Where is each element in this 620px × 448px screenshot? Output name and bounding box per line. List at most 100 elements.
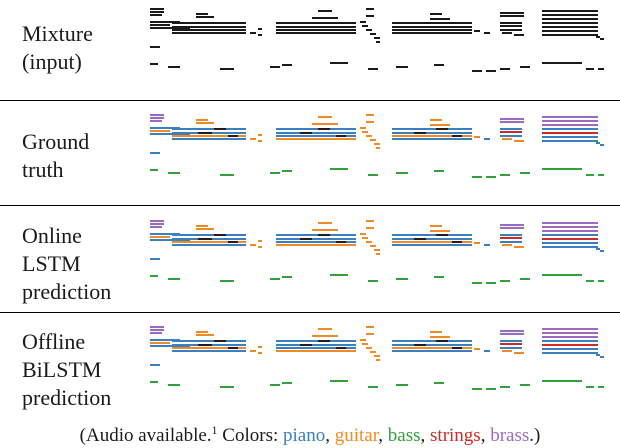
note-segment — [362, 25, 368, 27]
note-segment — [542, 140, 598, 142]
note-segment — [366, 220, 374, 222]
note-segment — [514, 352, 524, 354]
note-segment — [258, 140, 262, 142]
note-segment — [300, 26, 312, 28]
row-label-line: truth — [22, 157, 64, 182]
note-segment — [318, 22, 330, 24]
note-segment — [500, 234, 522, 236]
note-segment — [500, 330, 524, 332]
note-segment — [500, 121, 524, 123]
note-segment — [196, 119, 208, 121]
note-segment — [500, 347, 522, 349]
note-segment — [282, 64, 292, 66]
caption-instrument-bass: bass — [387, 425, 421, 446]
note-segment — [258, 134, 262, 136]
note-segment — [376, 253, 380, 255]
row-label-line: prediction — [22, 385, 112, 410]
note-segment — [270, 384, 280, 386]
note-segment — [600, 356, 604, 358]
note-segment — [370, 139, 376, 141]
note-segment — [374, 143, 380, 145]
note-segment — [414, 344, 426, 346]
note-segment — [600, 144, 604, 146]
note-segment — [360, 127, 366, 129]
note-segment — [452, 29, 462, 31]
note-segment — [542, 124, 598, 126]
row-label-line: Ground — [22, 129, 90, 154]
note-segment — [172, 135, 246, 137]
note-segment — [370, 245, 376, 247]
note-segment — [150, 326, 164, 328]
note-segment — [586, 68, 594, 70]
note-segment — [514, 34, 524, 36]
note-segment — [502, 244, 512, 246]
note-segment — [150, 8, 164, 10]
note-segment — [214, 234, 226, 236]
note-segment — [542, 132, 598, 134]
note-segment — [276, 347, 356, 349]
note-segment — [150, 63, 158, 65]
note-segment — [586, 280, 594, 282]
note-segment — [270, 278, 280, 280]
note-segment — [500, 241, 522, 243]
note-segment — [196, 334, 214, 336]
note-segment — [376, 359, 380, 361]
note-segment — [500, 280, 510, 282]
note-segment — [172, 22, 246, 24]
note-segment — [436, 340, 448, 342]
note-segment — [430, 336, 450, 338]
note-segment — [172, 350, 246, 352]
note-segment — [276, 29, 356, 31]
note-segment — [172, 138, 246, 140]
note-segment — [330, 62, 348, 64]
note-segment — [500, 22, 522, 24]
note-segment — [150, 14, 162, 16]
note-segment — [220, 386, 234, 388]
note-segment — [368, 280, 378, 282]
row-label-line: Offline — [22, 329, 86, 354]
note-segment — [374, 355, 380, 357]
note-segment — [258, 246, 262, 248]
note-segment — [150, 342, 170, 344]
note-segment — [436, 234, 448, 236]
note-segment — [452, 135, 462, 137]
note-segment — [270, 172, 280, 174]
note-segment — [474, 348, 480, 350]
note-segment — [228, 29, 238, 31]
note-segment — [198, 26, 212, 28]
note-segment — [392, 128, 472, 130]
note-segment — [542, 120, 598, 122]
note-segment — [500, 224, 524, 226]
note-segment — [374, 249, 380, 251]
note-segment — [502, 138, 512, 140]
note-segment — [150, 27, 190, 29]
note-segment — [366, 326, 374, 328]
note-segment — [150, 239, 190, 241]
note-segment — [276, 32, 356, 34]
note-segment — [434, 64, 444, 66]
note-segment — [500, 118, 524, 120]
note-segment — [502, 32, 512, 34]
note-segment — [542, 234, 598, 236]
note-segment — [430, 119, 442, 121]
row-label-line: BiLSTM — [22, 357, 102, 382]
note-segment — [276, 241, 356, 243]
note-segment — [500, 29, 522, 31]
note-segment — [220, 68, 234, 70]
note-segment — [472, 388, 482, 390]
note-segment — [542, 348, 598, 350]
note-segment — [198, 238, 212, 240]
note-segment — [300, 344, 312, 346]
note-segment — [318, 328, 332, 330]
note-segment — [542, 274, 582, 276]
note-segment — [542, 222, 598, 224]
note-segment — [198, 132, 212, 134]
note-segment — [172, 234, 246, 236]
note-segment — [542, 14, 598, 16]
note-segment — [150, 117, 164, 119]
note-segment — [414, 238, 426, 240]
note-segment — [500, 227, 524, 229]
note-segment — [172, 32, 246, 34]
note-segment — [360, 21, 366, 23]
note-segment — [366, 114, 374, 116]
